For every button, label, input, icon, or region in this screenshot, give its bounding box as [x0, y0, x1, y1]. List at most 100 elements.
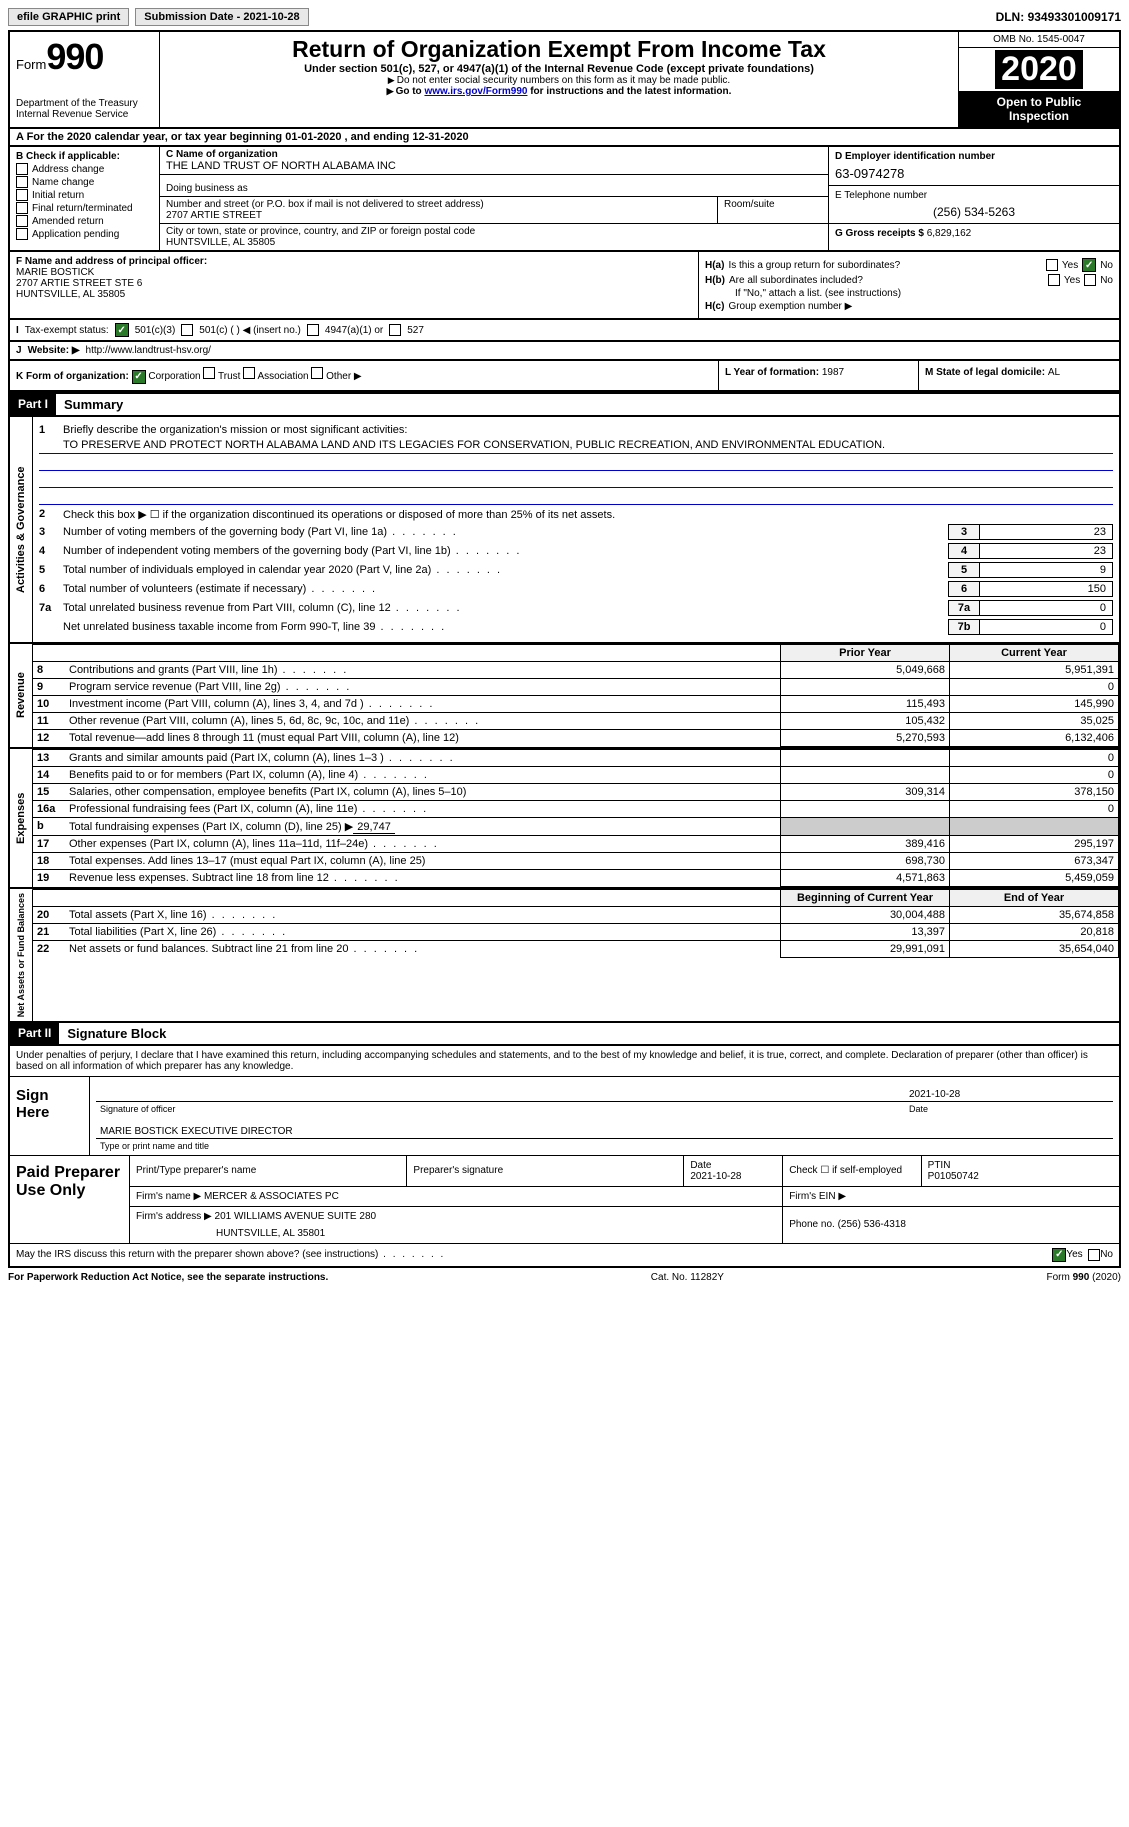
side-revenue: Revenue: [10, 644, 33, 747]
m-value: AL: [1048, 367, 1060, 378]
r21py: 13,397: [781, 923, 950, 940]
pt-sig-label: Preparer's signature: [407, 1156, 684, 1187]
r11n: 11: [33, 712, 65, 729]
r19t: Revenue less expenses. Subtract line 18 …: [65, 869, 781, 886]
m-label: M State of legal domicile:: [925, 367, 1048, 378]
footer-mid: Cat. No. 11282Y: [651, 1272, 724, 1283]
dba-label: Doing business as: [160, 175, 828, 197]
dept-treasury: Department of the Treasury: [16, 98, 153, 109]
pt-ptin-label: PTIN: [928, 1160, 1113, 1171]
r19py: 4,571,863: [781, 869, 950, 886]
firm-phone-label: Phone no.: [789, 1219, 837, 1230]
note-goto-post: for instructions and the latest informat…: [527, 86, 731, 97]
r17py: 389,416: [781, 835, 950, 852]
r20py: 30,004,488: [781, 906, 950, 923]
r13t: Grants and similar amounts paid (Part IX…: [65, 749, 781, 766]
r18cy: 673,347: [950, 852, 1119, 869]
v4: 23: [980, 543, 1113, 559]
section-netassets: Net Assets or Fund Balances Beginning of…: [8, 889, 1121, 1023]
submission-label: Submission Date -: [144, 11, 243, 23]
section-governance: Activities & Governance 1Briefly describ…: [8, 417, 1121, 644]
section-bcd: B Check if applicable: Address change Na…: [8, 147, 1121, 252]
r13cy: 0: [950, 749, 1119, 766]
submission-date: 2021-10-28: [243, 11, 299, 23]
hc-text: Group exemption number ▶: [728, 301, 852, 312]
v7a: 0: [980, 600, 1113, 616]
addr-label: Number and street (or P.O. box if mail i…: [166, 199, 711, 210]
submission-date-button[interactable]: Submission Date - 2021-10-28: [135, 8, 308, 26]
discuss-yes[interactable]: ✓: [1052, 1248, 1066, 1262]
efile-button[interactable]: efile GRAPHIC print: [8, 8, 129, 26]
row-i: I Tax-exempt status: ✓501(c)(3) 501(c) (…: [8, 320, 1121, 342]
sig-date-label: Date: [909, 1104, 1109, 1114]
row-klm: K Form of organization: ✓ Corporation Tr…: [8, 361, 1121, 392]
r22py: 29,991,091: [781, 940, 950, 957]
lbl-app-pending: Application pending: [32, 229, 119, 240]
irs-link[interactable]: www.irs.gov/Form990: [424, 86, 527, 97]
r15py: 309,314: [781, 783, 950, 800]
website-url[interactable]: http://www.landtrust-hsv.org/: [86, 345, 211, 356]
j-text: Website: ▶: [28, 345, 80, 356]
firm-addr2: HUNTSVILLE, AL 35801: [136, 1228, 776, 1239]
chk-trust[interactable]: [203, 367, 215, 379]
hb-text: Are all subordinates included?: [729, 275, 1044, 286]
top-toolbar: efile GRAPHIC print Submission Date - 20…: [8, 8, 1121, 26]
chk-4947[interactable]: [307, 324, 319, 336]
lbl-name-change: Name change: [32, 177, 94, 188]
i-text: Tax-exempt status:: [25, 325, 109, 336]
row-j: J Website: ▶ http://www.landtrust-hsv.or…: [8, 342, 1121, 361]
chk-amended-return[interactable]: [16, 215, 28, 227]
chk-assoc[interactable]: [243, 367, 255, 379]
chk-501c3[interactable]: ✓: [115, 323, 129, 337]
f-addr1: 2707 ARTIE STREET STE 6: [16, 278, 692, 289]
lbl-final-return: Final return/terminated: [32, 203, 133, 214]
part2-title: Signature Block: [59, 1023, 174, 1044]
discuss-yes-lbl: Yes: [1066, 1249, 1082, 1260]
sign-here-label: Sign Here: [10, 1077, 90, 1155]
chk-501c[interactable]: [181, 324, 193, 336]
r8cy: 5,951,391: [950, 661, 1119, 678]
r19cy: 5,459,059: [950, 869, 1119, 886]
addr-value: 2707 ARTIE STREET: [166, 210, 711, 221]
row-a-begin: 01-01-2020: [285, 131, 341, 143]
section-expenses: Expenses 13Grants and similar amounts pa…: [8, 749, 1121, 889]
r12n: 12: [33, 729, 65, 746]
r13py: [781, 749, 950, 766]
city-value: HUNTSVILLE, AL 35805: [166, 237, 822, 248]
r10t: Investment income (Part VIII, column (A)…: [65, 695, 781, 712]
sig-officer-label: Signature of officer: [100, 1104, 909, 1114]
ha-yes[interactable]: [1046, 259, 1058, 271]
chk-name-change[interactable]: [16, 176, 28, 188]
hb-no[interactable]: [1084, 274, 1096, 286]
cy-hdr: Current Year: [950, 644, 1119, 661]
lbl-assoc: Association: [257, 371, 308, 382]
r16at: Professional fundraising fees (Part IX, …: [65, 800, 781, 817]
chk-527[interactable]: [389, 324, 401, 336]
q4: Number of independent voting members of …: [63, 545, 948, 557]
chk-final-return[interactable]: [16, 202, 28, 214]
sig-date: 2021-10-28: [909, 1089, 1109, 1100]
row-a-taxyear: A For the 2020 calendar year, or tax yea…: [8, 129, 1121, 147]
pt-date-value: 2021-10-28: [690, 1171, 776, 1182]
chk-app-pending[interactable]: [16, 228, 28, 240]
part1-header: Part I: [10, 394, 56, 415]
chk-corp[interactable]: ✓: [132, 370, 146, 384]
hb-yes[interactable]: [1048, 274, 1060, 286]
section-fh: F Name and address of principal officer:…: [8, 252, 1121, 320]
r9n: 9: [33, 678, 65, 695]
discuss-no[interactable]: [1088, 1249, 1100, 1261]
ey-hdr: End of Year: [950, 889, 1119, 906]
f-name: MARIE BOSTICK: [16, 267, 692, 278]
note-ssn: Do not enter social security numbers on …: [166, 75, 952, 86]
i-label: I: [16, 325, 19, 336]
chk-other[interactable]: [311, 367, 323, 379]
chk-address-change[interactable]: [16, 163, 28, 175]
ha-no[interactable]: ✓: [1082, 258, 1096, 272]
open-public-2: Inspection: [963, 109, 1115, 123]
v6: 150: [980, 581, 1113, 597]
lbl-other: Other ▶: [326, 371, 361, 382]
chk-initial-return[interactable]: [16, 189, 28, 201]
ha-no-lbl: No: [1100, 260, 1113, 271]
r16bv: 29,747: [353, 821, 395, 834]
r16bt: Total fundraising expenses (Part IX, col…: [69, 821, 353, 833]
